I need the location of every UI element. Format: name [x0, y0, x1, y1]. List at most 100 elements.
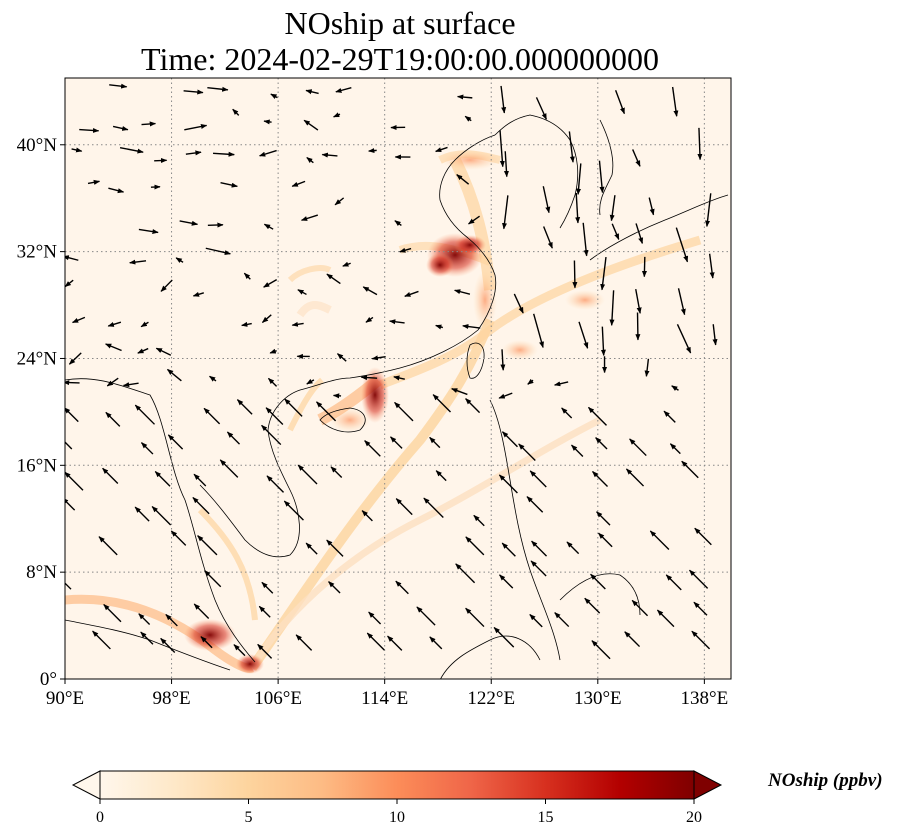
wind-arrow: [300, 214, 319, 221]
wind-arrow: [87, 179, 101, 185]
wind-arrow: [499, 130, 505, 168]
wind-arrow: [582, 222, 589, 257]
wind-arrow: [106, 377, 119, 387]
wind-arrow: [500, 85, 507, 114]
gridlines: [65, 78, 731, 679]
colorbar: 0 5 10 15 20: [71, 770, 723, 826]
lat-tick-label: 16°N: [17, 455, 58, 476]
wind-arrow: [432, 394, 452, 413]
wind-arrow: [65, 441, 73, 450]
wind-arrow: [170, 530, 187, 546]
wind-arrow: [366, 632, 385, 651]
wind-arrow: [693, 601, 708, 616]
wind-arrow: [368, 611, 382, 625]
wind-arrow: [284, 398, 303, 417]
colorbar-tick-label: 5: [245, 809, 253, 826]
lat-tick-label: 8°N: [26, 562, 57, 583]
lon-tick-label: 98°E: [152, 688, 190, 709]
lon-tick-label: 138°E: [681, 688, 729, 709]
wind-arrow: [200, 636, 213, 649]
wind-arrow: [297, 289, 307, 296]
wind-arrow: [330, 466, 343, 479]
wind-arrow: [394, 220, 402, 227]
wind-arrow: [92, 630, 111, 650]
wind-arrow: [361, 510, 373, 522]
wind-arrow: [241, 321, 252, 327]
wind-arrow: [193, 603, 210, 619]
wind-arrow: [456, 174, 470, 185]
wind-arrow: [502, 195, 509, 230]
wind-arrow: [671, 86, 679, 117]
wind-arrow: [283, 500, 304, 521]
wind-arrow: [464, 115, 472, 122]
wind-arrow: [632, 149, 641, 167]
wind-arrow: [105, 343, 122, 352]
wind-arrow: [554, 612, 570, 628]
wind-arrow: [705, 193, 712, 228]
wind-arrow: [68, 352, 82, 365]
wind-arrow: [267, 377, 278, 387]
wind-arrow: [205, 247, 231, 256]
wind-arrow: [501, 542, 516, 557]
wind-arrow: [584, 597, 601, 614]
wind-arrow: [462, 324, 481, 330]
wind-arrow: [65, 279, 74, 288]
wind-arrow: [98, 536, 118, 556]
wind-arrow: [542, 186, 551, 214]
map-subtitle-time: Time: 2024-02-29T19:00:00.000000000: [141, 41, 659, 77]
lat-tick-label: 24°N: [17, 348, 58, 369]
wind-arrow: [435, 324, 444, 330]
wind-arrow: [677, 288, 686, 316]
wind-arrow: [204, 570, 222, 588]
lat-tick-label: 32°N: [17, 242, 58, 263]
wind-arrow: [183, 89, 204, 95]
wind-arrow: [65, 582, 72, 590]
wind-arrow: [122, 382, 139, 388]
wind-arrow: [395, 498, 413, 516]
wind-arrow: [592, 470, 609, 487]
wind-arrow: [530, 560, 547, 577]
wind-arrow: [243, 272, 251, 280]
wind-arrow: [473, 514, 485, 527]
wind-arrow: [468, 215, 480, 225]
wind-arrow: [404, 290, 419, 297]
wind-arrow: [708, 253, 715, 279]
wind-arrow: [258, 149, 277, 157]
lon-tick-label: 106°E: [254, 688, 302, 709]
wind-arrow: [220, 182, 238, 188]
wind-arrow: [305, 89, 319, 95]
wind-arrow: [691, 630, 711, 650]
wind-arrow: [465, 607, 485, 628]
wind-arrow: [465, 536, 485, 556]
wind-arrow: [226, 431, 241, 445]
wind-arrow: [465, 398, 481, 414]
wind-arrow: [336, 353, 347, 362]
wind-arrow: [399, 247, 412, 253]
wind-vectors: [65, 83, 718, 660]
wind-arrow: [624, 631, 641, 648]
wind-arrow: [105, 411, 121, 427]
wind-arrow: [681, 460, 699, 479]
lon-tick-label: 130°E: [574, 688, 622, 709]
lon-tick-label: 90°E: [46, 688, 84, 709]
wind-arrow: [697, 127, 703, 161]
wind-arrow: [656, 609, 675, 628]
wind-arrow: [454, 289, 471, 295]
axis-ticks: 90°E 98°E 106°E 114°E 122°E 130°E 138°E 0° 8°N 16…: [17, 135, 729, 709]
wind-arrow: [266, 475, 285, 493]
colorbar-bar: [99, 770, 695, 800]
wind-arrow: [529, 470, 547, 488]
wind-arrow: [119, 146, 144, 154]
wind-arrow: [629, 438, 647, 457]
wind-arrow: [207, 86, 229, 92]
wind-arrow: [393, 375, 405, 381]
wind-arrow: [321, 152, 338, 158]
wind-arrow: [389, 319, 405, 325]
wind-arrow: [306, 378, 315, 385]
wind-arrow: [71, 316, 86, 324]
wind-arrow: [644, 358, 650, 377]
wind-arrow: [535, 97, 548, 120]
wind-arrow: [303, 119, 319, 131]
wind-arrow: [429, 436, 441, 449]
